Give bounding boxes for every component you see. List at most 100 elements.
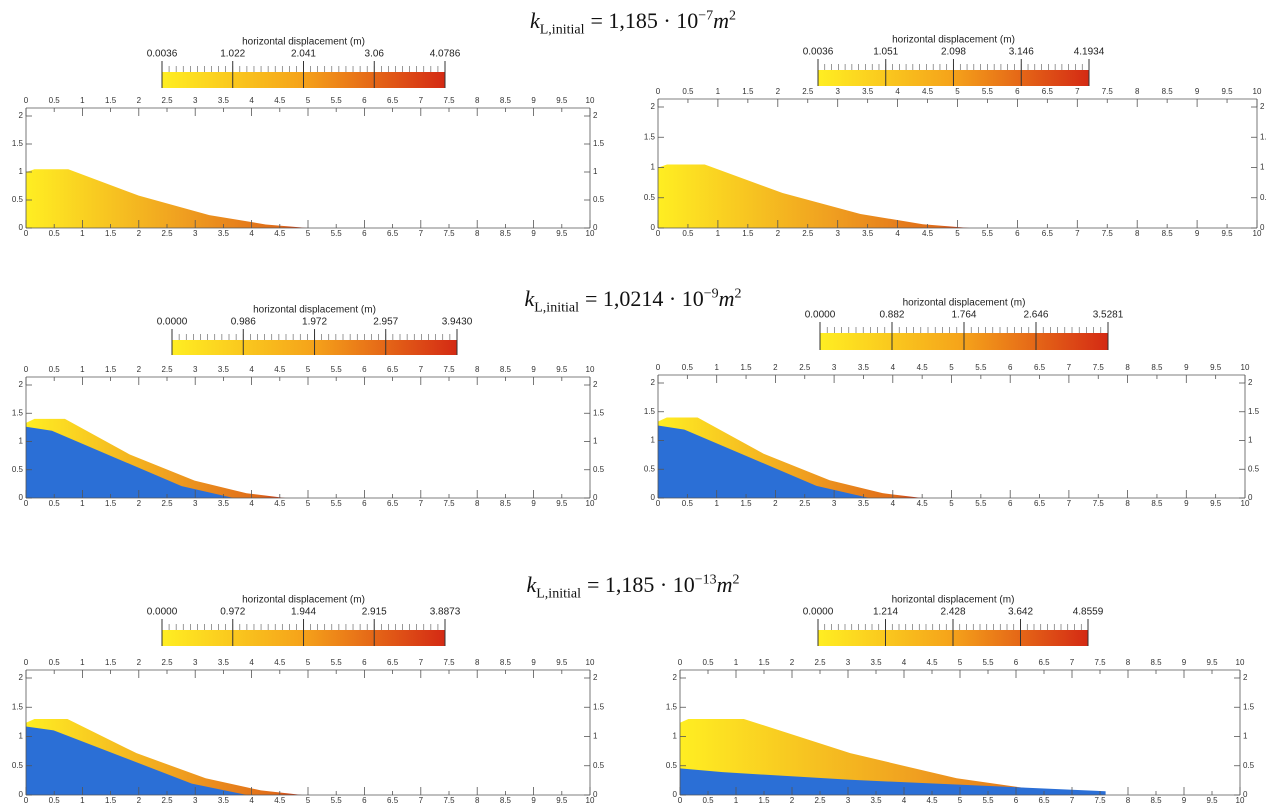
x-tick-label: 1.5 xyxy=(105,96,117,105)
x-tick-label: 2.5 xyxy=(799,499,811,508)
x-tick-label: 8 xyxy=(1135,229,1140,238)
x-tick-label: 7 xyxy=(419,499,424,508)
x-tick-label: 3 xyxy=(832,499,837,508)
x-tick-label: 7.5 xyxy=(443,796,455,803)
colorbar-title: horizontal displacement (m) xyxy=(253,305,376,316)
y-tick-label: 0 xyxy=(651,493,656,502)
x-tick-label: 7 xyxy=(1070,658,1075,667)
particle-pile xyxy=(26,169,308,228)
x-tick-label: 7 xyxy=(419,658,424,667)
x-tick-label: 2.5 xyxy=(814,796,826,803)
x-tick-label: 10 xyxy=(1253,229,1262,238)
x-tick-label: 5.5 xyxy=(331,499,343,508)
y-tick-label: 2 xyxy=(593,111,598,120)
x-tick-label: 0 xyxy=(24,499,29,508)
y-tick-label: 1 xyxy=(593,437,598,446)
colorbar-tick-label: 2.646 xyxy=(1023,310,1048,321)
x-tick-label: 7.5 xyxy=(1093,499,1105,508)
x-tick-label: 9 xyxy=(1182,658,1187,667)
x-tick-label: 3 xyxy=(846,658,851,667)
x-tick-label: 8.5 xyxy=(1150,796,1162,803)
x-tick-label: 3 xyxy=(846,796,851,803)
x-tick-label: 4.5 xyxy=(922,87,934,96)
colorbar-tick-label: 2.915 xyxy=(362,607,387,618)
x-tick-label: 2 xyxy=(137,796,142,803)
heading-subscript: L,initial xyxy=(536,586,581,602)
x-tick-label: 6 xyxy=(362,796,367,803)
x-tick-label: 2 xyxy=(137,365,142,374)
colorbar-tick-label: 1.972 xyxy=(302,317,327,328)
colorbar-tick-label: 0.986 xyxy=(231,317,256,328)
y-tick-label: 0 xyxy=(1248,493,1253,502)
x-tick-label: 1 xyxy=(80,365,85,374)
colorbar-tick-label: 2.098 xyxy=(941,47,966,58)
blue-particles xyxy=(26,426,234,498)
x-tick-label: 10 xyxy=(586,499,595,508)
x-tick-label: 7.5 xyxy=(1094,658,1106,667)
blue-particles xyxy=(680,768,1106,795)
x-tick-label: 3 xyxy=(193,796,198,803)
x-tick-label: 6 xyxy=(1014,658,1019,667)
x-tick-label: 2.5 xyxy=(161,658,173,667)
x-tick-label: 4.5 xyxy=(274,229,286,238)
x-tick-label: 8.5 xyxy=(1151,499,1163,508)
x-tick-label: 8.5 xyxy=(500,658,512,667)
x-tick-label: 4 xyxy=(891,363,896,372)
x-tick-label: 1 xyxy=(80,499,85,508)
colorbar-tick-label: 1.214 xyxy=(873,607,898,618)
x-tick-label: 2 xyxy=(137,96,142,105)
colorbar-tick-label: 1.051 xyxy=(873,47,898,58)
particle-pile xyxy=(680,718,1106,795)
x-tick-label: 8.5 xyxy=(1151,363,1163,372)
x-tick-label: 0.5 xyxy=(49,229,61,238)
colorbar-title: horizontal displacement (m) xyxy=(242,595,365,606)
x-tick-label: 7 xyxy=(419,796,424,803)
x-tick-label: 5.5 xyxy=(982,796,994,803)
x-tick-label: 1.5 xyxy=(758,658,770,667)
x-tick-label: 9.5 xyxy=(1206,796,1218,803)
x-tick-label: 0 xyxy=(656,229,661,238)
y-tick-label: 0.5 xyxy=(12,465,24,474)
x-tick-label: 5 xyxy=(306,499,311,508)
x-tick-label: 7.5 xyxy=(443,499,455,508)
x-tick-label: 4.5 xyxy=(926,658,938,667)
colorbar-tick-label: 0.0036 xyxy=(147,49,178,60)
x-tick-label: 8 xyxy=(1125,499,1130,508)
x-tick-label: 6 xyxy=(1014,796,1019,803)
y-tick-label: 0 xyxy=(1243,790,1248,799)
x-tick-label: 9 xyxy=(1184,499,1189,508)
heading-unit-exponent: 2 xyxy=(734,286,742,302)
x-tick-label: 2.5 xyxy=(802,229,814,238)
heading-unit-exponent: 2 xyxy=(729,8,736,24)
x-tick-label: 10 xyxy=(1241,363,1250,372)
x-tick-label: 5.5 xyxy=(331,229,343,238)
x-tick-label: 4 xyxy=(249,96,254,105)
x-tick-label: 6.5 xyxy=(387,499,399,508)
heading-symbol: k xyxy=(529,8,540,33)
y-tick-label: 2 xyxy=(1260,102,1265,111)
x-tick-label: 5.5 xyxy=(331,796,343,803)
x-tick-label: 8 xyxy=(475,658,480,667)
x-tick-label: 2.5 xyxy=(799,363,811,372)
colorbar-tick-label: 1.022 xyxy=(220,49,245,60)
x-tick-label: 7.5 xyxy=(443,96,455,105)
x-tick-label: 1 xyxy=(716,87,721,96)
colorbar-tick-label: 3.146 xyxy=(1009,47,1034,58)
y-tick-label: 1 xyxy=(1248,436,1253,445)
x-tick-label: 5.5 xyxy=(975,499,987,508)
x-tick-label: 0 xyxy=(656,87,661,96)
y-tick-label: 2 xyxy=(1243,673,1248,682)
x-tick-label: 7 xyxy=(1067,363,1072,372)
x-tick-label: 4 xyxy=(249,658,254,667)
x-tick-label: 9 xyxy=(531,658,536,667)
x-tick-label: 4.5 xyxy=(274,658,286,667)
x-tick-label: 4 xyxy=(902,796,907,803)
x-tick-label: 0.5 xyxy=(49,96,61,105)
x-tick-label: 5.5 xyxy=(331,96,343,105)
x-tick-label: 0 xyxy=(24,796,29,803)
x-tick-label: 9 xyxy=(1195,87,1200,96)
x-tick-label: 4 xyxy=(895,229,900,238)
x-tick-label: 3.5 xyxy=(218,499,230,508)
x-tick-label: 4 xyxy=(891,499,896,508)
